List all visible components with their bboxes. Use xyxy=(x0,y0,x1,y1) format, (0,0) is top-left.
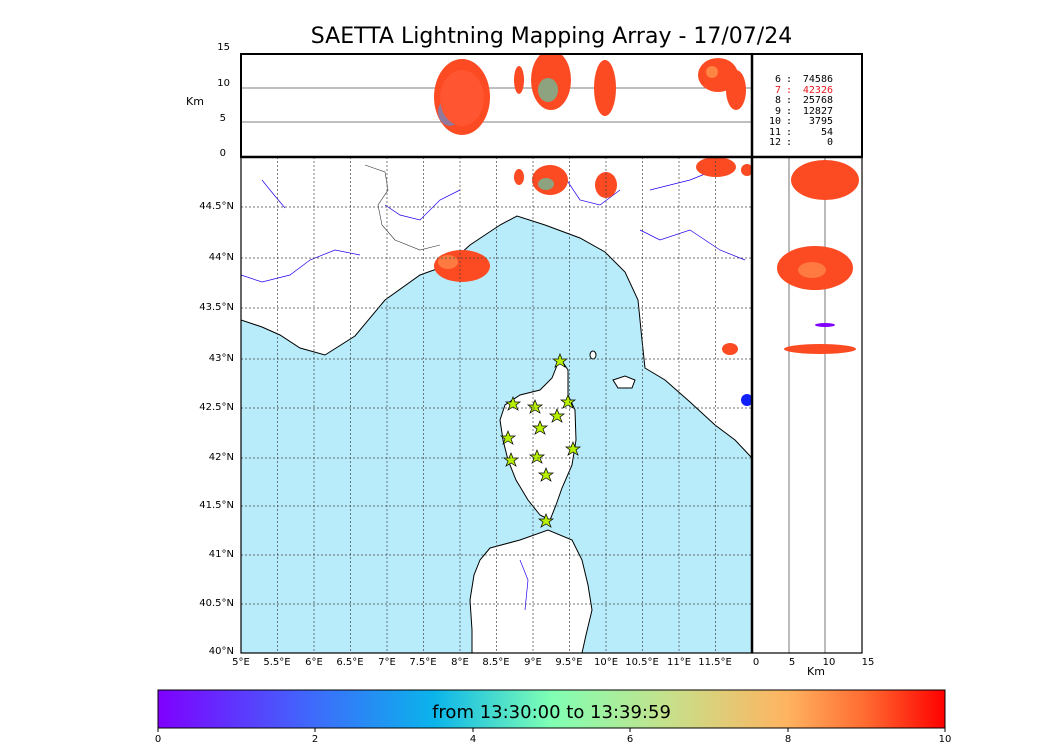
alt-tick: 5 xyxy=(219,113,226,124)
lon-tick: 8.5°E xyxy=(482,657,510,668)
station-count-row: 8:25768 xyxy=(765,95,833,107)
station-separator: : xyxy=(785,126,793,138)
side-axis-label: Km xyxy=(807,665,825,678)
lon-tick: 10°E xyxy=(593,657,619,668)
latitude-altitude-panel xyxy=(241,54,863,654)
station-count-row: 6:74586 xyxy=(765,74,833,86)
lat-tick: 43.5°N xyxy=(199,302,234,313)
station-count-value: 74586 xyxy=(802,74,833,85)
lightning-map-clusters xyxy=(434,157,752,406)
lat-tick: 44.5°N xyxy=(199,201,234,212)
station-count-value: 3795 xyxy=(808,116,833,127)
station-count-row: 9:12827 xyxy=(765,105,833,118)
lon-tick: 7.5°E xyxy=(409,657,437,668)
station-number: 11 xyxy=(768,126,781,138)
station-number: 6 xyxy=(774,74,781,85)
lon-tick: 9°E xyxy=(524,657,542,668)
colorbar-label: from 13:30:00 to 13:39:59 xyxy=(432,702,671,723)
station-separator: : xyxy=(785,84,793,96)
lat-tick: 42.5°N xyxy=(199,402,234,413)
station-separator: : xyxy=(785,95,793,106)
side-tick: 5 xyxy=(788,657,796,668)
station-number: 7 xyxy=(774,84,781,96)
side-tick: 10 xyxy=(822,657,836,668)
lat-tick: 44°N xyxy=(208,252,234,263)
lon-tick: 7°E xyxy=(378,657,396,668)
station-number: 12 xyxy=(768,137,781,148)
station-count-row: 7:42326 xyxy=(765,84,833,97)
plan-view-map xyxy=(240,156,753,654)
lon-tick: 5.5°E xyxy=(263,657,291,668)
station-number: 8 xyxy=(774,95,781,106)
lon-tick: 6.5°E xyxy=(336,657,364,668)
station-count-row: 10: 3795 xyxy=(765,116,833,128)
side-tick: 15 xyxy=(861,657,875,668)
station-count-value: 54 xyxy=(820,126,833,138)
alt-tick: 15 xyxy=(217,42,230,53)
map-graticule xyxy=(241,157,752,653)
lma-stations xyxy=(499,353,582,528)
lon-tick: 5°E xyxy=(232,657,250,668)
alt-tick: 10 xyxy=(217,78,230,89)
station-count-row: 12: 0 xyxy=(765,137,833,149)
colorbar-tick: 0 xyxy=(154,734,162,745)
lon-tick: 6°E xyxy=(305,657,323,668)
lat-tick: 42°N xyxy=(208,452,234,463)
station-number: 9 xyxy=(774,105,781,117)
lat-tick: 40.5°N xyxy=(199,598,234,609)
lon-tick: 8°E xyxy=(451,657,469,668)
borders xyxy=(364,164,441,251)
colorbar-tick: 10 xyxy=(938,734,952,745)
station-count-table: 6:74586 7:42326 8:25768 9:12827 10:3795 11:54… xyxy=(765,74,833,149)
lon-tick: 11.5°E xyxy=(698,657,732,668)
station-separator: : xyxy=(785,137,793,148)
station-count-value: 42326 xyxy=(802,84,833,96)
alt-tick: 0 xyxy=(219,148,226,159)
station-number: 10 xyxy=(768,116,781,127)
colorbar-tick: 4 xyxy=(469,734,477,745)
side-tick: 0 xyxy=(752,657,760,668)
lat-tick: 41.5°N xyxy=(199,500,234,511)
colorbar-tick: 6 xyxy=(626,734,634,745)
time-colorbar xyxy=(157,689,946,732)
lat-tick: 40°N xyxy=(208,646,234,657)
station-separator: : xyxy=(785,105,793,117)
lat-tick: 41°N xyxy=(208,549,234,560)
colorbar-tick: 8 xyxy=(784,734,792,745)
lon-tick: 11°E xyxy=(666,657,692,668)
station-count-row: 11: 54 xyxy=(765,126,833,139)
lon-tick: 9.5°E xyxy=(555,657,583,668)
figure-title: SAETTA Lightning Mapping Array - 17/07/2… xyxy=(310,24,793,49)
lat-tick: 43°N xyxy=(208,353,234,364)
station-separator: : xyxy=(785,74,793,85)
station-count-value: 12827 xyxy=(802,105,833,117)
altitude-axis-label: Km xyxy=(186,95,204,108)
sardinia-island xyxy=(469,529,593,653)
station-count-value: 0 xyxy=(826,137,833,148)
colorbar-tick: 2 xyxy=(311,734,319,745)
corsica-island xyxy=(499,356,577,521)
station-separator: : xyxy=(785,116,793,127)
lightning-altitude-clusters xyxy=(434,54,746,135)
station-count-value: 25768 xyxy=(802,95,833,106)
lon-tick: 10.5°E xyxy=(625,657,659,668)
